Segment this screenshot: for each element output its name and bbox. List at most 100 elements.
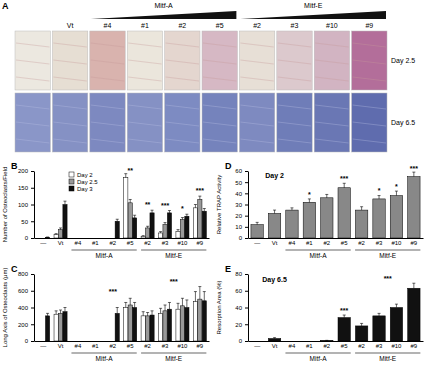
- group-label: Mitf-A: [310, 252, 328, 259]
- texture: [203, 122, 236, 126]
- error-cap: [164, 222, 167, 223]
- y-tick: 60: [235, 288, 248, 294]
- plot-area: [251, 172, 420, 238]
- y-tick: 10: [235, 224, 248, 230]
- panel-a: AMitf-AMitf-EVt#4#1#2#5#2#3#10#9Day 2.5D…: [2, 1, 415, 152]
- y-tick: 60: [235, 168, 248, 174]
- bar: [180, 220, 184, 238]
- y-tick-label: 400: [18, 305, 29, 311]
- x-tick: #3: [162, 238, 169, 246]
- plot-area: [45, 287, 206, 341]
- x-tick: #4: [289, 341, 296, 349]
- x-tick: #9: [197, 341, 204, 349]
- x-tick: #2: [109, 341, 116, 349]
- texture: [128, 77, 161, 81]
- texture: [278, 139, 311, 143]
- bar: [286, 341, 298, 342]
- bar: [167, 213, 171, 238]
- error-bar: [160, 308, 161, 313]
- bar: [251, 225, 263, 238]
- x-tick: #3: [162, 341, 169, 349]
- bar: [58, 230, 62, 238]
- bar: [63, 205, 67, 239]
- texture: [53, 43, 86, 47]
- texture: [128, 105, 161, 109]
- bar: [80, 341, 84, 342]
- annotation: *: [395, 183, 398, 190]
- y-tick-mark: [31, 238, 34, 239]
- x-tick: #5: [127, 238, 134, 246]
- y-tick-label: 60: [235, 288, 242, 294]
- y-tick-mark: [31, 291, 34, 292]
- y-tick-mark: [31, 205, 34, 206]
- y-tick-mark: [245, 238, 248, 239]
- y-tick: 40: [235, 191, 248, 197]
- error-bar: [152, 311, 153, 315]
- error-cap: [185, 214, 188, 215]
- error-bar: [165, 305, 166, 311]
- error-cap: [133, 302, 136, 303]
- error-cap: [133, 215, 136, 216]
- bar: [106, 238, 110, 239]
- x-tick-label: #5: [127, 343, 134, 349]
- y-tick: 150: [18, 185, 34, 191]
- error-cap: [59, 227, 62, 228]
- x-tick: —: [254, 238, 260, 246]
- texture: [278, 122, 311, 126]
- bar: [163, 311, 167, 341]
- x-tick: #1: [306, 238, 313, 246]
- error-cap: [168, 210, 171, 211]
- texture: [240, 77, 273, 81]
- y-tick-mark: [31, 171, 34, 172]
- x-tick: #3: [376, 341, 383, 349]
- error-bar: [344, 183, 345, 187]
- error-bar: [169, 211, 170, 213]
- texture: [16, 139, 49, 143]
- y-tick-mark: [245, 227, 248, 228]
- x-tick: #4: [75, 341, 82, 349]
- bar: [193, 208, 197, 238]
- x-tick: Vt: [58, 341, 64, 349]
- bar: [202, 211, 206, 238]
- error-bar: [178, 230, 179, 232]
- error-cap: [308, 198, 311, 199]
- texture: [91, 139, 124, 143]
- y-axis: 020406080: [235, 271, 248, 344]
- y-tick: 40: [235, 305, 248, 311]
- texture: [240, 105, 273, 109]
- column-label: #1: [141, 22, 149, 29]
- texture: [203, 43, 236, 47]
- annotation: Day 2: [265, 172, 284, 180]
- legend: Day 2Day 2.5Day 3: [69, 172, 98, 192]
- y-tick-label: 100: [18, 202, 29, 208]
- bar: [111, 341, 115, 342]
- bar: [408, 177, 420, 238]
- error-bar: [130, 199, 131, 202]
- texture: [353, 77, 386, 81]
- micrograph: [165, 31, 200, 90]
- group-label: Mitf-E: [379, 252, 397, 259]
- panel-label: C: [11, 264, 18, 274]
- y-tick-label: 80: [235, 271, 242, 277]
- error-bar: [47, 236, 48, 237]
- legend-swatch: [69, 186, 74, 191]
- error-cap: [185, 299, 188, 300]
- x-tick-label: #9: [411, 343, 418, 349]
- x-tick-label: #5: [341, 240, 348, 246]
- error-bar: [396, 304, 397, 307]
- y-tick: 0: [25, 235, 34, 241]
- bar: [185, 216, 189, 238]
- y-tick: 200: [18, 168, 34, 174]
- error-bar: [274, 337, 275, 339]
- y-tick-mark: [31, 188, 34, 189]
- error-cap: [256, 222, 259, 223]
- texture: [166, 43, 199, 47]
- x-tick: #2: [109, 238, 116, 246]
- y-tick: 50: [21, 219, 34, 225]
- y-tick-mark: [245, 193, 248, 194]
- x-tick: #4: [75, 238, 82, 246]
- x-tick: Vt: [272, 238, 278, 246]
- bar: [133, 218, 137, 238]
- y-axis-title: Long Axis of Osteoclasts (μm): [2, 268, 8, 348]
- x-tick-label: #9: [197, 343, 204, 349]
